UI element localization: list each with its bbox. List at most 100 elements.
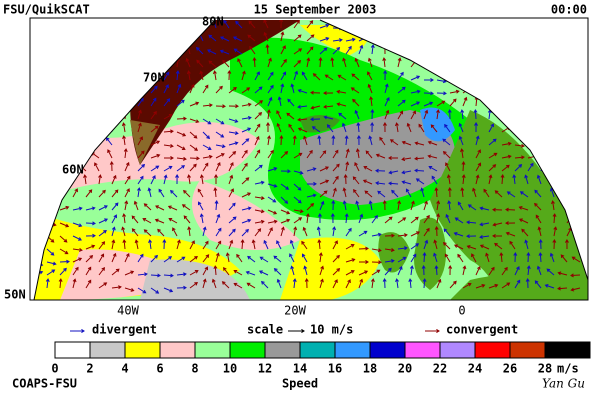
arrow: [488, 152, 498, 159]
arrow: [202, 266, 209, 276]
arrow: [163, 174, 168, 185]
arrow: [252, 57, 257, 68]
arrow: [181, 204, 191, 211]
arrow: [375, 181, 386, 186]
arrow: [436, 200, 441, 211]
arrow: [107, 149, 113, 159]
arrow: [228, 104, 239, 109]
arrow: [397, 265, 403, 276]
arrow: [475, 265, 481, 276]
colorbar-tick-label: 10: [223, 362, 237, 376]
arrow: [189, 83, 195, 94]
arrow: [124, 188, 130, 198]
arrow: [332, 254, 340, 263]
arrow: [150, 175, 156, 185]
arrow: [382, 200, 387, 211]
arrow: [259, 256, 269, 263]
arrow: [483, 188, 490, 198]
arrow: [370, 278, 375, 289]
arrow: [241, 70, 246, 81]
arrow: [254, 209, 265, 214]
arrow: [137, 136, 143, 146]
arrow: [442, 241, 451, 250]
arrow: [46, 248, 55, 256]
arrow: [460, 148, 464, 159]
arrow: [163, 114, 173, 120]
arrow: [462, 96, 468, 107]
arrow: [445, 162, 451, 172]
arrow: [183, 189, 191, 198]
arrow: [176, 156, 187, 161]
arrow: [457, 201, 464, 211]
lat-label: 50N: [4, 288, 26, 302]
lat-label: 60N: [62, 163, 84, 177]
arrow: [379, 136, 386, 146]
arrow: [293, 152, 303, 159]
arrow: [534, 280, 542, 289]
arrow: [241, 87, 251, 94]
arrow: [267, 209, 278, 215]
colorbar-swatch: [159, 341, 196, 359]
colorbar-swatch: [404, 341, 441, 359]
arrow: [189, 131, 198, 139]
arrow: [306, 149, 313, 159]
arrow: [420, 187, 425, 198]
arrow: [518, 206, 529, 211]
arrow: [290, 83, 295, 94]
arrow: [292, 278, 297, 289]
arrow: [245, 270, 256, 276]
arrow: [560, 254, 568, 263]
header-left: FSU/QuikSCAT: [3, 3, 90, 17]
arrow: [273, 268, 282, 276]
arrow: [199, 174, 204, 185]
arrow: [197, 201, 204, 211]
arrow: [371, 260, 382, 265]
arrow: [185, 57, 191, 68]
arrow: [501, 266, 508, 276]
arrow: [442, 151, 451, 159]
arrow: [293, 48, 303, 55]
arrow: [479, 222, 490, 227]
arrow: [397, 71, 404, 81]
arrow: [358, 278, 364, 289]
arrow: [266, 122, 270, 133]
arrow: [410, 89, 421, 94]
colorbar-swatch: [194, 341, 231, 359]
arrow: [280, 58, 287, 68]
arrow: [293, 20, 300, 29]
arrow: [303, 265, 308, 276]
arrow: [537, 226, 542, 237]
arrow: [442, 138, 451, 146]
arrow: [189, 282, 198, 289]
arrow: [225, 252, 230, 263]
arrow: [485, 252, 490, 263]
arrow: [72, 278, 77, 289]
arrow: [319, 166, 330, 172]
arrow: [326, 124, 334, 133]
arrow: [163, 71, 170, 81]
arrow: [267, 96, 273, 107]
arrow: [488, 266, 495, 276]
arrow: [59, 267, 67, 276]
arrow: [353, 188, 360, 198]
arrow: [466, 220, 477, 225]
arrow: [241, 177, 250, 185]
arrow: [337, 74, 347, 81]
arrow: [228, 239, 234, 250]
arrow: [202, 278, 207, 289]
arrow: [319, 23, 330, 29]
arrow: [215, 252, 220, 263]
arrow: [280, 218, 291, 224]
arrow: [98, 174, 102, 185]
arrow: [163, 273, 174, 278]
arrow: [196, 59, 204, 68]
arrow: [59, 259, 70, 264]
arrow: [453, 231, 464, 237]
colorbar-swatch: [229, 341, 266, 359]
arrow: [228, 228, 236, 237]
arrow: [85, 279, 92, 289]
arrow: [319, 37, 330, 42]
arrow: [332, 187, 337, 198]
arrow: [384, 233, 395, 238]
arrow: [317, 213, 322, 224]
